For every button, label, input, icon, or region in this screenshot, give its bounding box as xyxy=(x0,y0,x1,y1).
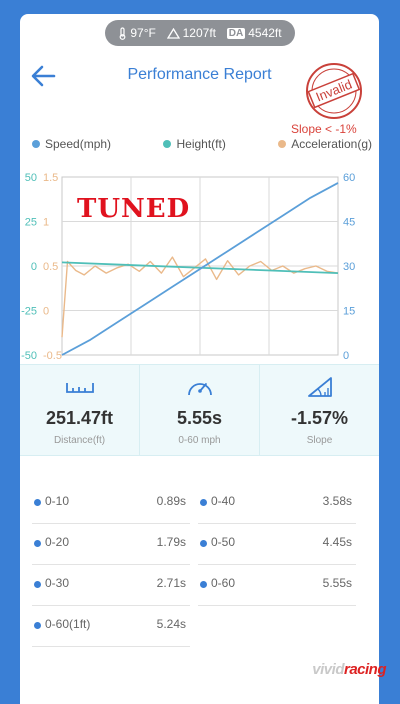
tuned-overlay: TUNED xyxy=(77,194,191,224)
performance-chart: 50 25 0 -25 -50 1.5 1 0.5 0 -0.5 60 45 30 15 0 xyxy=(21,172,355,362)
split-value: 5.24s xyxy=(156,617,186,631)
altitude: 1207ft xyxy=(166,26,216,40)
legend-acceleration: Acceleration(g) xyxy=(278,137,372,151)
legend-speed-label: Speed(mph) xyxy=(45,137,112,151)
metric-slope: -1.57% Slope xyxy=(260,365,379,455)
density-altitude: DA 4542ft xyxy=(226,26,282,40)
height-tick-label: -25 xyxy=(21,306,37,318)
split-label: 0-60 xyxy=(211,576,236,590)
thermometer-icon xyxy=(119,26,126,40)
split-label: 0-60(1ft) xyxy=(45,617,91,631)
height-tick-label: 0 xyxy=(31,261,37,273)
legend-height-dot xyxy=(163,140,172,148)
ruler-icon xyxy=(65,383,94,393)
split-row: 0-40 3.58s xyxy=(198,482,356,524)
acceleration-tick-label: 1 xyxy=(43,217,49,229)
da-badge: DA xyxy=(226,27,246,39)
acceleration-tick-label: 0 xyxy=(43,306,49,318)
altitude-value: 1207ft xyxy=(182,26,216,40)
height-series-line xyxy=(61,261,339,274)
legend-acceleration-dot xyxy=(278,140,287,148)
split-row: 0-20 1.79s xyxy=(32,523,190,565)
metric-distance: 251.47ft Distance(ft) xyxy=(20,365,140,455)
split-value: 2.71s xyxy=(156,576,186,590)
conditions-pill: 97°F 1207ft DA 4542ft xyxy=(105,20,295,46)
split-dot xyxy=(34,540,41,547)
split-label: 0-20 xyxy=(45,535,70,549)
metric-slope-label: Slope xyxy=(306,435,333,446)
height-tick-label: 50 xyxy=(25,172,37,184)
legend-height: Height(ft) xyxy=(163,137,226,151)
split-value: 5.55s xyxy=(322,576,352,590)
chart-legend: Speed(mph) Height(ft) Acceleration(g) xyxy=(32,137,372,151)
metric-zero-sixty-value: 5.55s xyxy=(176,408,223,428)
split-dot xyxy=(34,581,41,588)
legend-speed: Speed(mph) xyxy=(32,137,111,151)
metric-zero-sixty-label: 0-60 mph xyxy=(178,435,221,446)
speed-tick-label: 45 xyxy=(343,217,355,229)
back-arrow-icon[interactable] xyxy=(30,64,56,88)
speed-tick-label: 30 xyxy=(343,261,355,273)
mountain-icon xyxy=(166,27,180,39)
height-tick-label: 25 xyxy=(25,217,37,229)
invalid-stamp: Invalid xyxy=(306,63,362,119)
split-row: 0-30 2.71s xyxy=(32,564,190,606)
split-label: 0-10 xyxy=(45,494,70,508)
split-dot xyxy=(200,540,207,547)
split-value: 4.45s xyxy=(322,535,352,549)
density-altitude-value: 4542ft xyxy=(248,26,282,40)
split-value: 1.79s xyxy=(156,535,186,549)
acceleration-tick-label: 1.5 xyxy=(43,172,58,184)
report-card: 97°F 1207ft DA 4542ft Performance Report… xyxy=(20,14,379,704)
metrics-panel: 251.47ft Distance(ft) 5.55s 0-60 mph -1.… xyxy=(20,364,379,456)
legend-acceleration-label: Acceleration(g) xyxy=(291,137,372,151)
acceleration-tick-label: -0.5 xyxy=(43,350,62,362)
legend-speed-dot xyxy=(32,140,40,148)
split-row: 0-60 5.55s xyxy=(198,564,356,606)
split-row: 0-60(1ft) 5.24s xyxy=(32,605,190,647)
slope-icon xyxy=(307,377,332,397)
split-dot xyxy=(200,499,207,506)
temperature: 97°F xyxy=(118,26,156,40)
page-title: Performance Report xyxy=(127,66,272,83)
watermark-part1: vivid xyxy=(312,661,344,678)
metric-distance-value: 251.47ft xyxy=(45,408,114,428)
metric-zero-sixty: 5.55s 0-60 mph xyxy=(140,365,260,455)
slope-warning: Slope < -1% xyxy=(291,122,357,136)
speed-series-line xyxy=(61,182,339,356)
split-dot xyxy=(200,581,207,588)
speedometer-icon xyxy=(187,383,212,396)
speed-tick-label: 60 xyxy=(343,172,355,184)
legend-height-label: Height(ft) xyxy=(176,137,226,151)
split-row: 0-50 4.45s xyxy=(198,523,356,565)
speed-tick-label: 15 xyxy=(343,306,355,318)
watermark-logo: vividracing xyxy=(312,661,386,678)
metric-distance-label: Distance(ft) xyxy=(53,435,106,446)
watermark-part2: racing xyxy=(343,661,387,678)
height-tick-label: -50 xyxy=(21,350,37,362)
split-label: 0-40 xyxy=(211,494,236,508)
split-dot xyxy=(34,499,41,506)
split-value: 3.58s xyxy=(322,494,352,508)
split-row: 0-10 0.89s xyxy=(32,482,190,524)
metric-slope-value: -1.57% xyxy=(290,408,349,428)
split-dot xyxy=(34,622,41,629)
split-label: 0-30 xyxy=(45,576,70,590)
speed-tick-label: 0 xyxy=(343,350,349,362)
temperature-value: 97°F xyxy=(130,26,156,40)
split-value: 0.89s xyxy=(156,494,186,508)
split-label: 0-50 xyxy=(211,535,236,549)
acceleration-tick-label: 0.5 xyxy=(43,261,58,273)
